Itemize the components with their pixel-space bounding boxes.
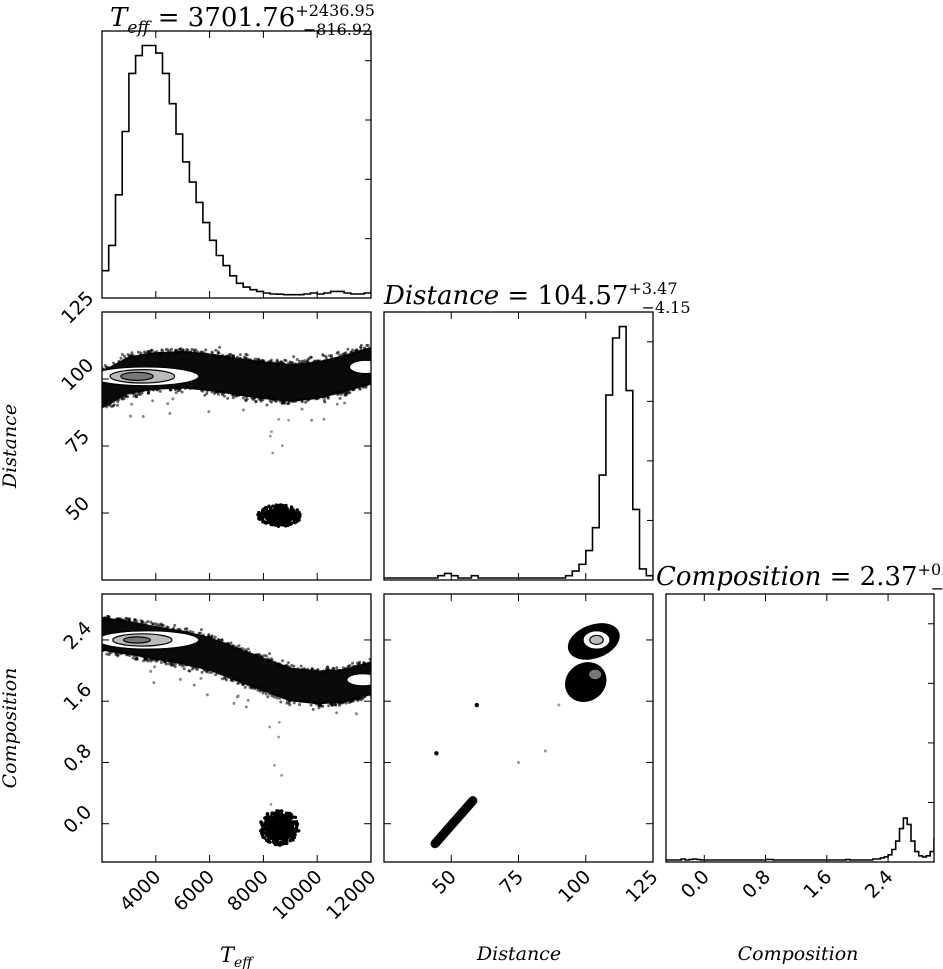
xtick-label-distance: 100	[554, 866, 595, 907]
title-distance: Distance = 104.57+3.47 −4.15	[383, 279, 691, 317]
ytick-label-composition: 0.0	[59, 801, 96, 838]
contour-level	[348, 359, 371, 375]
density-band	[102, 346, 371, 409]
ytick-label-distance: 75	[61, 425, 94, 458]
scatter-distance-vs-composition	[383, 593, 654, 863]
xtick-label-teff: 10000	[268, 866, 326, 924]
contour-level	[120, 371, 154, 381]
density-line	[430, 796, 478, 849]
xlabel-distance: Distance	[476, 943, 561, 965]
contour-level	[122, 636, 152, 644]
ytick-label-composition: 1.6	[59, 678, 96, 715]
contour-level	[346, 673, 371, 687]
histogram-step-teff	[102, 44, 371, 296]
xtick-label-teff: 4000	[116, 866, 166, 916]
histogram-composition	[665, 593, 935, 863]
density-clump	[264, 814, 295, 841]
xtick-label-distance: 75	[495, 866, 528, 899]
scatter-points	[430, 623, 620, 849]
ytick-label-distance: 50	[61, 492, 94, 525]
xtick-label-composition: 0.0	[677, 866, 714, 903]
frame-hist-composition	[665, 593, 935, 863]
xtick-label-teff: 6000	[169, 866, 219, 916]
xlabel-composition: Composition	[738, 943, 859, 965]
frame-hist-teff	[101, 30, 372, 299]
xtick-label-composition: 2.4	[861, 866, 898, 903]
histogram-distance	[383, 311, 654, 581]
xtick-label-teff: 12000	[322, 866, 380, 924]
frame-teff-composition	[101, 593, 372, 863]
xtick-label-distance: 125	[621, 866, 662, 907]
density-blob	[564, 662, 607, 703]
xtick-label-composition: 1.6	[799, 866, 836, 903]
histogram-teff	[101, 30, 372, 299]
ytick-label-composition: 2.4	[59, 617, 96, 654]
outlier-point	[474, 702, 480, 708]
outlier-point	[557, 703, 561, 707]
histogram-step-distance	[384, 325, 653, 579]
title-teff: Teff = 3701.76+2436.95 −816.92	[110, 1, 375, 39]
ylabel-distance: Distance	[0, 404, 21, 489]
density-clump	[263, 507, 296, 524]
scatter-teff-vs-composition	[101, 593, 372, 863]
outlier-point	[543, 749, 547, 753]
xlabel-teff: Teff	[220, 943, 254, 969]
scatter-points	[102, 614, 371, 847]
histogram-step-composition	[666, 817, 934, 861]
ytick-label-distance: 125	[57, 287, 98, 328]
scatter-teff-vs-distance	[101, 311, 372, 581]
title-composition: Composition = 2.37+0.07−0.15	[656, 560, 943, 598]
ytick-label-composition: 0.8	[59, 740, 96, 777]
contour-level	[587, 668, 603, 681]
ytick-label-distance: 100	[57, 354, 98, 395]
outlier-point	[434, 751, 439, 756]
scatter-points	[102, 343, 371, 528]
outlier-point	[517, 760, 520, 764]
frame-teff-distance	[101, 311, 372, 581]
contour-level	[589, 634, 604, 646]
xtick-label-teff: 8000	[223, 866, 273, 916]
ylabel-composition: Composition	[0, 668, 21, 789]
xtick-label-distance: 50	[428, 866, 461, 899]
xtick-label-composition: 0.8	[738, 866, 775, 903]
